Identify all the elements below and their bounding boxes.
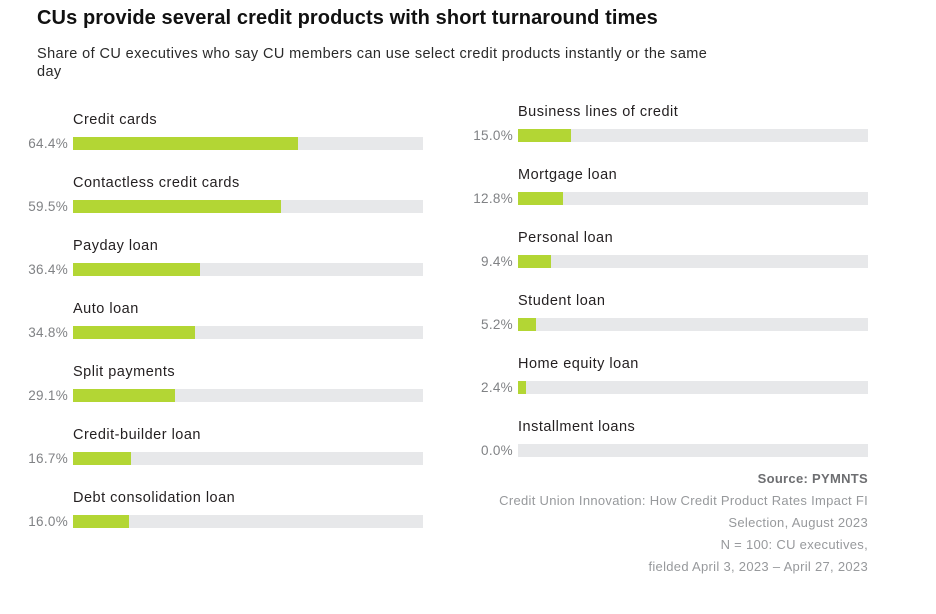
bar-category-label: Debt consolidation loan xyxy=(73,490,236,506)
bar-row: Payday loan 36.4% xyxy=(8,238,423,301)
bar-category-label: Business lines of credit xyxy=(518,104,679,120)
source-line: N = 100: CU executives, xyxy=(720,537,868,552)
bar-line: 12.8% xyxy=(453,191,868,206)
bar-fill xyxy=(73,200,282,213)
bar-row: Auto loan 34.8% xyxy=(8,301,423,364)
bar-line: 16.7% xyxy=(8,451,423,466)
page-subtitle: Share of CU executives who say CU member… xyxy=(37,46,708,80)
bar-value: 12.8% xyxy=(473,191,513,206)
bar-track xyxy=(518,255,868,268)
bar-row: Split payments 29.1% xyxy=(8,364,423,427)
source-line: Selection, August 2023 xyxy=(728,515,868,530)
bar-fill xyxy=(518,192,563,205)
bar-value: 29.1% xyxy=(28,388,68,403)
bar-fill xyxy=(73,515,129,528)
bar-line: 15.0% xyxy=(453,128,868,143)
bar-track xyxy=(73,515,423,528)
bar-line: 16.0% xyxy=(8,514,423,529)
bar-row: Credit cards 64.4% xyxy=(8,112,423,175)
page-title: CUs provide several credit products with… xyxy=(37,7,658,29)
bar-value: 0.0% xyxy=(481,443,513,458)
bar-value: 15.0% xyxy=(473,128,513,143)
bar-value: 5.2% xyxy=(481,317,513,332)
bar-category-label: Contactless credit cards xyxy=(73,175,240,191)
bar-line: 34.8% xyxy=(8,325,423,340)
bar-line: 0.0% xyxy=(453,443,868,458)
bar-line: 9.4% xyxy=(453,254,868,269)
source-line: Credit Union Innovation: How Credit Prod… xyxy=(499,493,868,508)
bar-fill xyxy=(73,452,132,465)
bar-category-label: Installment loans xyxy=(518,419,636,435)
bar-column-right: Business lines of credit 15.0% Mortgage … xyxy=(453,104,868,482)
bar-category-label: Payday loan xyxy=(73,238,159,254)
bar-track xyxy=(73,200,423,213)
bar-value: 34.8% xyxy=(28,325,68,340)
bar-row: Student loan 5.2% xyxy=(453,293,868,356)
bar-value: 2.4% xyxy=(481,380,513,395)
bar-category-label: Credit cards xyxy=(73,112,158,128)
bar-row: Installment loans 0.0% xyxy=(453,419,868,482)
bar-category-label: Home equity loan xyxy=(518,356,639,372)
bar-row: Business lines of credit 15.0% xyxy=(453,104,868,167)
bar-value: 9.4% xyxy=(481,254,513,269)
bar-category-label: Split payments xyxy=(73,364,176,380)
bar-fill xyxy=(518,129,571,142)
bar-value: 64.4% xyxy=(28,136,68,151)
bar-category-label: Student loan xyxy=(518,293,606,309)
bar-line: 36.4% xyxy=(8,262,423,277)
bar-line: 2.4% xyxy=(453,380,868,395)
bar-row: Contactless credit cards 59.5% xyxy=(8,175,423,238)
bar-category-label: Auto loan xyxy=(73,301,139,317)
bar-value: 59.5% xyxy=(28,199,68,214)
bar-category-label: Credit-builder loan xyxy=(73,427,201,443)
bar-row: Mortgage loan 12.8% xyxy=(453,167,868,230)
bar-track xyxy=(73,137,423,150)
bar-track xyxy=(518,192,868,205)
bar-fill xyxy=(73,137,299,150)
bar-fill xyxy=(518,318,537,331)
bar-track xyxy=(73,263,423,276)
bar-column-left: Credit cards 64.4% Contactless credit ca… xyxy=(8,112,423,553)
bar-fill xyxy=(73,263,201,276)
bar-category-label: Mortgage loan xyxy=(518,167,618,183)
bar-row: Credit-builder loan 16.7% xyxy=(8,427,423,490)
source-block: Source: PYMNTS Credit Union Innovation: … xyxy=(499,468,868,578)
bar-category-label: Personal loan xyxy=(518,230,614,246)
bar-track xyxy=(518,318,868,331)
source-lines: Credit Union Innovation: How Credit Prod… xyxy=(499,490,868,578)
bar-track xyxy=(518,129,868,142)
bar-track xyxy=(518,444,868,457)
source-credit: Source: PYMNTS xyxy=(757,471,868,486)
bar-line: 5.2% xyxy=(453,317,868,332)
bar-fill xyxy=(518,255,551,268)
bar-track xyxy=(73,326,423,339)
bar-value: 16.0% xyxy=(28,514,68,529)
bar-fill xyxy=(518,381,527,394)
bar-row: Debt consolidation loan 16.0% xyxy=(8,490,423,553)
bar-value: 36.4% xyxy=(28,262,68,277)
bar-fill xyxy=(73,326,195,339)
bar-line: 64.4% xyxy=(8,136,423,151)
bar-fill xyxy=(73,389,175,402)
bar-line: 29.1% xyxy=(8,388,423,403)
bar-track xyxy=(518,381,868,394)
source-line: fielded April 3, 2023 – April 27, 2023 xyxy=(648,559,868,574)
bar-track xyxy=(73,452,423,465)
bar-row: Home equity loan 2.4% xyxy=(453,356,868,419)
bar-row: Personal loan 9.4% xyxy=(453,230,868,293)
bar-line: 59.5% xyxy=(8,199,423,214)
bar-track xyxy=(73,389,423,402)
bar-value: 16.7% xyxy=(28,451,68,466)
